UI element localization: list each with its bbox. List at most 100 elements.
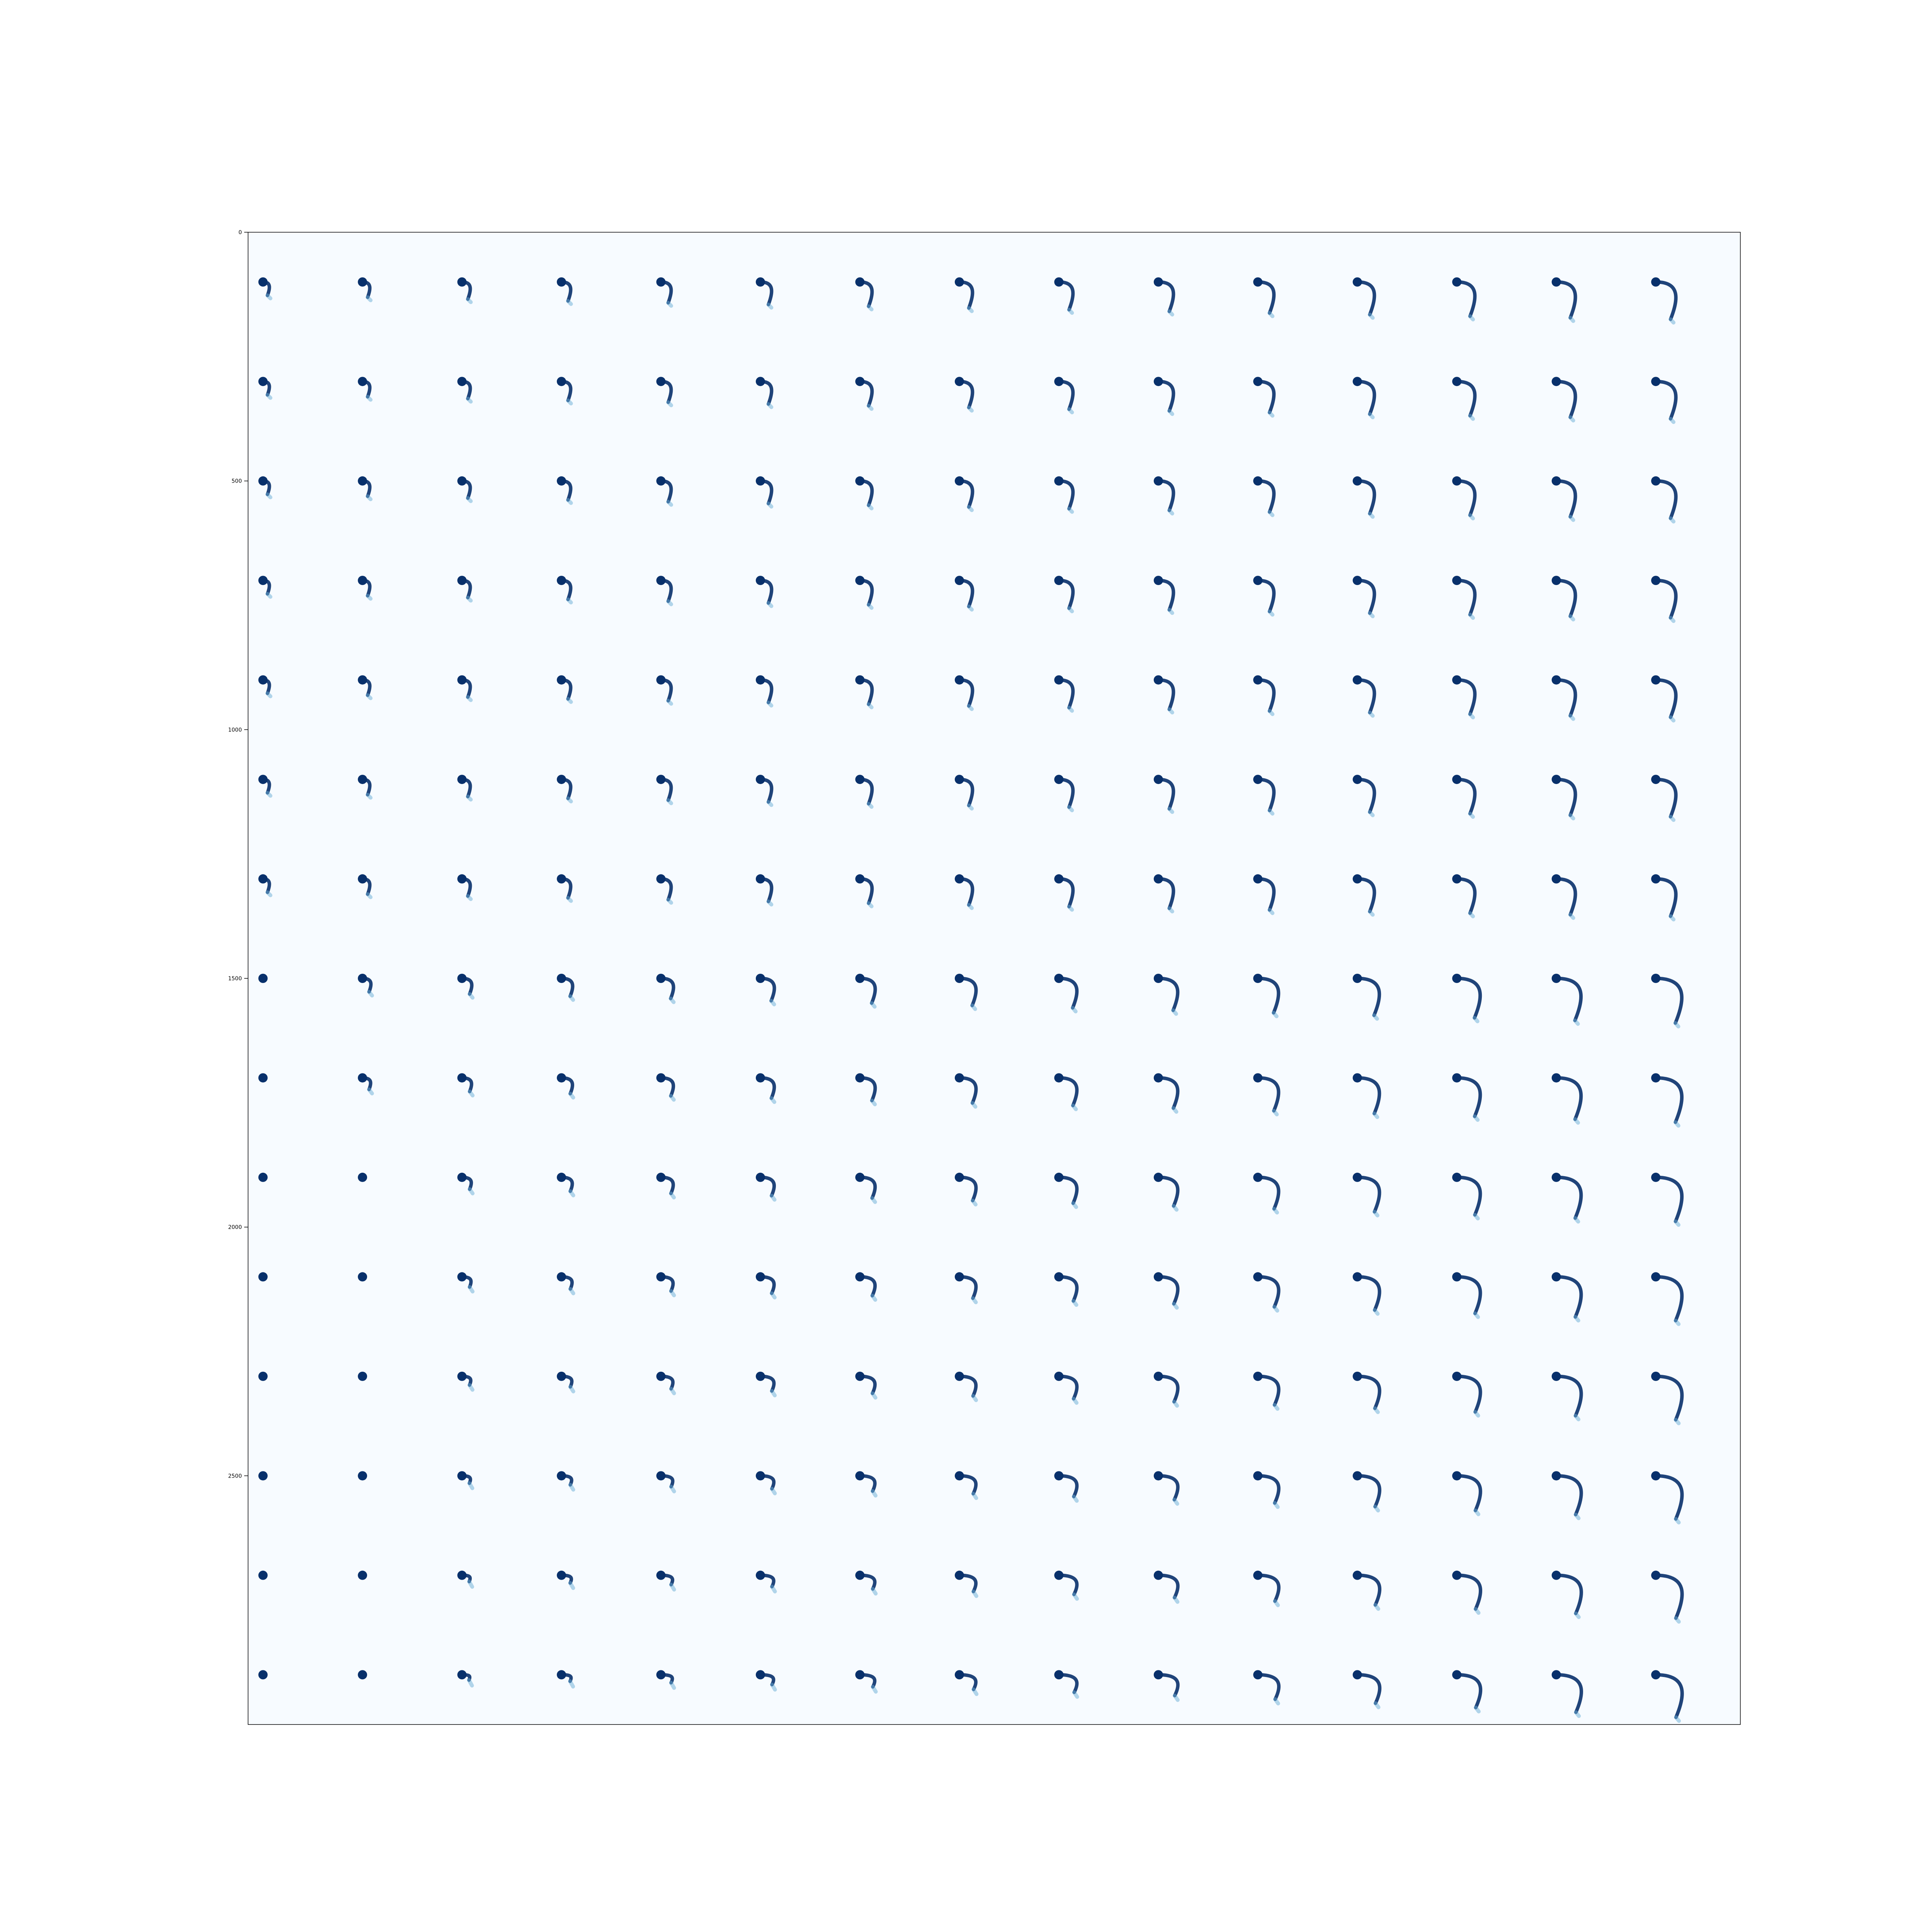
- origin-dot: [1154, 377, 1163, 386]
- trajectory-tail: [1275, 1601, 1278, 1605]
- trajectory-tail: [1570, 517, 1573, 520]
- origin-dot: [1054, 377, 1063, 386]
- origin-dot: [1651, 277, 1660, 287]
- origin-dot: [1253, 675, 1262, 685]
- origin-dot: [855, 476, 864, 486]
- trajectory-tail: [1074, 1692, 1077, 1697]
- origin-dot: [855, 1073, 864, 1082]
- trajectory-tail: [367, 596, 371, 599]
- trajectory-tail: [869, 804, 872, 807]
- origin-dot: [259, 974, 268, 983]
- trajectory-tail: [468, 498, 471, 501]
- origin-dot: [457, 1073, 467, 1082]
- trajectory-tail: [1270, 313, 1273, 316]
- origin-dot: [557, 377, 566, 386]
- origin-dot: [1054, 974, 1063, 983]
- trajectory-tail: [769, 802, 772, 805]
- trajectory-tail: [671, 1096, 674, 1100]
- trajectory-tail: [568, 500, 571, 503]
- origin-dot: [358, 1073, 367, 1082]
- trajectory-tail: [869, 704, 872, 707]
- trajectory-tail: [1173, 1206, 1177, 1210]
- trajectory-tail: [1169, 510, 1172, 514]
- trajectory-tail: [1169, 411, 1172, 414]
- trajectory-tail: [1570, 716, 1573, 719]
- trajectory-tail: [1073, 1399, 1077, 1403]
- trajectory-tail: [469, 1189, 473, 1194]
- trajectory-tail: [869, 605, 872, 608]
- trajectory-tail: [671, 1486, 674, 1491]
- trajectory-tail: [1073, 1203, 1076, 1207]
- origin-dot: [656, 1073, 665, 1082]
- trajectory-tail: [973, 1494, 976, 1498]
- origin-dot: [855, 277, 864, 287]
- trajectory-tail: [1370, 514, 1373, 517]
- trajectory-tail: [1270, 810, 1273, 813]
- trajectory-tail: [772, 1391, 775, 1395]
- origin-dot: [557, 1670, 566, 1679]
- trajectory-tail: [1676, 1618, 1679, 1622]
- origin-dot: [1452, 1471, 1461, 1480]
- trajectory-tail: [367, 894, 371, 897]
- trajectory-tail: [1175, 1696, 1178, 1700]
- origin-dot: [955, 874, 964, 884]
- trajectory-tail: [1274, 1013, 1277, 1016]
- origin-dot: [656, 775, 665, 784]
- trajectory-tail: [973, 1592, 976, 1596]
- trajectory-tail: [267, 793, 270, 796]
- trajectory-tail: [1069, 409, 1072, 412]
- origin-dot: [358, 1272, 367, 1281]
- origin-dot: [1651, 1372, 1660, 1381]
- origin-dot: [656, 1471, 665, 1480]
- trajectory-tail: [973, 1396, 976, 1400]
- origin-dot: [656, 874, 665, 884]
- trajectory-tail: [1270, 910, 1273, 913]
- trajectory-tail: [367, 297, 371, 300]
- origin-dot: [756, 1173, 765, 1182]
- origin-dot: [1054, 277, 1063, 287]
- trajectory-tail: [570, 1191, 573, 1196]
- origin-dot: [1651, 1571, 1660, 1580]
- origin-dot: [756, 775, 765, 784]
- trajectory-tail: [1475, 1510, 1478, 1514]
- origin-dot: [1054, 1073, 1063, 1082]
- origin-dot: [1353, 576, 1362, 585]
- trajectory-tail: [1570, 915, 1573, 918]
- trajectory-tail: [369, 1090, 372, 1094]
- trajectory-tail: [468, 399, 471, 402]
- trajectory-tail: [1375, 1408, 1378, 1412]
- trajectory-tail: [973, 1298, 976, 1303]
- origin-dot: [656, 576, 665, 585]
- origin-dot: [1552, 1173, 1561, 1182]
- origin-dot: [756, 675, 765, 685]
- origin-dot: [1253, 1073, 1262, 1082]
- origin-dot: [1253, 775, 1262, 784]
- origin-dot: [656, 1571, 665, 1580]
- trajectory-tail: [1169, 311, 1172, 315]
- origin-dot: [457, 377, 467, 386]
- trajectory-tail: [1475, 1412, 1478, 1416]
- trajectory-tail: [1370, 315, 1373, 318]
- origin-dot: [457, 1571, 467, 1580]
- trajectory-tail: [1476, 1708, 1479, 1711]
- origin-dot: [1452, 277, 1461, 287]
- origin-dot: [1353, 1372, 1362, 1381]
- origin-dot: [557, 476, 566, 486]
- trajectory-tail: [1475, 1313, 1478, 1317]
- origin-dot: [955, 1471, 964, 1480]
- origin-dot: [1054, 1571, 1063, 1580]
- trajectory-tail: [568, 400, 571, 403]
- origin-dot: [557, 874, 566, 884]
- trajectory-tail: [1370, 812, 1373, 815]
- origin-dot: [955, 1571, 964, 1580]
- trajectory-tail: [872, 1100, 875, 1104]
- trajectory-tail: [1173, 1108, 1177, 1112]
- origin-dot: [955, 1272, 964, 1281]
- y-axis: 05001000150020002500: [228, 230, 248, 1479]
- trajectory-tail: [869, 406, 872, 409]
- trajectory-tail: [1375, 1507, 1378, 1510]
- origin-dot: [756, 1571, 765, 1580]
- origin-dot: [259, 775, 268, 784]
- trajectory-tail: [668, 402, 671, 405]
- origin-dot: [1552, 1372, 1561, 1381]
